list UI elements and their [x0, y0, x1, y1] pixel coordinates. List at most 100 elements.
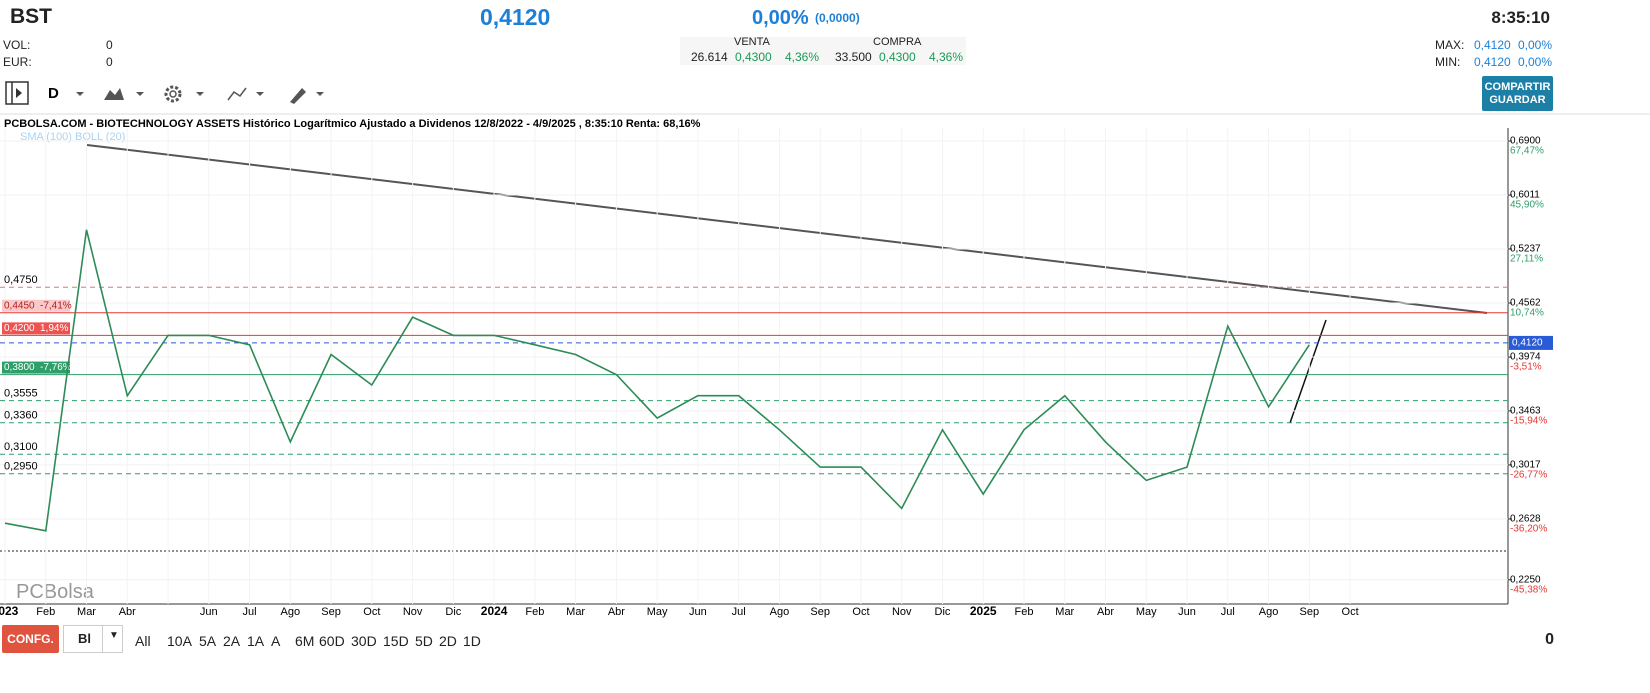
- y-tick-change: -45,38%: [1510, 584, 1547, 595]
- share-save-button[interactable]: COMPARTIR GUARDAR: [1482, 76, 1553, 111]
- level-change: -7,76%: [40, 362, 72, 373]
- vol-value: 0: [106, 38, 113, 52]
- change-pct: 0,00%: [752, 7, 809, 29]
- y-tick-label: 0,5237: [1510, 244, 1541, 255]
- period-select[interactable]: D: [48, 85, 59, 102]
- indicator-icon[interactable]: [227, 87, 247, 101]
- period-button[interactable]: All: [135, 633, 151, 649]
- min-pct: 0,00%: [1518, 55, 1553, 69]
- y-tick-change: -15,94%: [1510, 416, 1547, 427]
- compra-label: COMPRA: [873, 36, 922, 48]
- period-button[interactable]: 5D: [415, 633, 433, 649]
- x-tick-label: Nov: [403, 606, 423, 618]
- level-change: -7,41%: [40, 300, 72, 311]
- max-value: 0,4120: [1474, 38, 1511, 52]
- x-tick-label: Oct: [363, 606, 380, 618]
- x-tick-label: Mar: [77, 606, 96, 618]
- level-change: 1,94%: [40, 323, 68, 334]
- bid-ask-panel: [680, 37, 966, 65]
- period-button[interactable]: 5A: [199, 633, 217, 649]
- draw-icon[interactable]: [290, 88, 306, 104]
- x-tick-label: Sep: [810, 606, 830, 618]
- y-tick-change: 67,47%: [1510, 146, 1544, 157]
- vol-label: VOL:: [3, 38, 31, 52]
- compra-pct: 4,36%: [929, 50, 964, 64]
- panel-icon-arrow: [16, 88, 22, 98]
- price: 0,4120: [480, 4, 551, 30]
- venta-qty: 26.614: [691, 50, 728, 64]
- x-tick-label: Dic: [935, 606, 951, 618]
- max-label: MAX:: [1435, 38, 1465, 52]
- y-tick-label: 0,6900: [1510, 136, 1541, 147]
- venta-label: VENTA: [734, 36, 770, 48]
- venta-pct: 4,36%: [785, 50, 820, 64]
- x-tick-label: Abr: [119, 606, 136, 618]
- x-tick-label: Ago: [281, 606, 301, 618]
- x-tick-label: May: [1136, 606, 1157, 618]
- x-tick-label: Jun: [689, 606, 707, 618]
- y-tick-change: -3,51%: [1510, 362, 1542, 373]
- dropdown-arrows: [76, 92, 324, 96]
- y-tick-label: 0,3463: [1510, 406, 1541, 417]
- x-tick-label: Nov: [892, 606, 912, 618]
- x-tick-label: Ago: [770, 606, 790, 618]
- venta-price: 0,4300: [735, 50, 772, 64]
- settings-icon-core: [169, 90, 177, 98]
- chart-title: PCBOLSA.COM - BIOTECHNOLOGY ASSETS Histó…: [4, 118, 701, 130]
- eur-value: 0: [106, 55, 113, 69]
- period-button[interactable]: 10A: [167, 633, 192, 649]
- y-tick-label: 0,2250: [1510, 574, 1541, 585]
- x-tick-label: Feb: [525, 606, 544, 618]
- level-label: 0,4450: [4, 300, 35, 311]
- level-box: [2, 361, 70, 374]
- chart-type-icon[interactable]: [104, 88, 124, 100]
- current-price-box: [1509, 335, 1553, 350]
- x-tick-label: Mar: [566, 606, 585, 618]
- x-tick-label: Jun: [1178, 606, 1196, 618]
- x-tick-label: 2025: [970, 604, 997, 618]
- watermark: PCBolsa: [16, 581, 95, 603]
- x-tick-label: Mar: [1055, 606, 1074, 618]
- caret: ▼: [109, 630, 119, 641]
- level-label: 0,3100: [4, 441, 38, 453]
- settings-icon[interactable]: [164, 85, 182, 103]
- level-label: 0,3800: [4, 362, 35, 373]
- level-box: [2, 322, 70, 335]
- x-tick-label: Sep: [1300, 606, 1320, 618]
- period-button[interactable]: 60D: [319, 633, 345, 649]
- x-tick-label: Abr: [1097, 606, 1114, 618]
- compra-qty: 33.500: [835, 50, 872, 64]
- x-tick-label: Jul: [732, 606, 746, 618]
- period-button[interactable]: 30D: [351, 633, 377, 649]
- change-abs: (0,0000): [815, 11, 860, 25]
- x-tick-label: May: [647, 606, 668, 618]
- level-label: 0,3555: [4, 388, 38, 400]
- period-button[interactable]: 1D: [463, 633, 481, 649]
- period-button[interactable]: 1A: [247, 633, 265, 649]
- eur-label: EUR:: [3, 55, 32, 69]
- y-tick-label: 0,3974: [1510, 352, 1541, 363]
- y-tick-change: 45,90%: [1510, 200, 1544, 211]
- x-tick-label: Feb: [1015, 606, 1034, 618]
- x-tick-label: 2023: [0, 604, 19, 618]
- style-select[interactable]: Bl ▼: [63, 625, 123, 653]
- period-button[interactable]: 15D: [383, 633, 409, 649]
- x-tick-label: Jul: [1221, 606, 1235, 618]
- config-button[interactable]: CONFG.: [2, 625, 59, 653]
- level-label: 0,4750: [4, 274, 38, 286]
- x-tick-label: Oct: [1342, 606, 1359, 618]
- current-price-label: 0,4120: [1512, 338, 1543, 349]
- period-button[interactable]: 2D: [439, 633, 457, 649]
- level-box: [2, 299, 70, 312]
- panel-toggle[interactable]: [5, 81, 29, 105]
- y-tick-label: 0,3017: [1510, 460, 1541, 471]
- x-tick-label: Feb: [36, 606, 55, 618]
- period-button[interactable]: A: [271, 633, 281, 649]
- y-tick-change: -36,20%: [1510, 524, 1547, 535]
- x-tick-label: Ago: [1259, 606, 1279, 618]
- period-button[interactable]: 2A: [223, 633, 241, 649]
- period-button[interactable]: 6M: [295, 633, 315, 649]
- indicator-legend: SMA (100) BOLL (20): [20, 131, 125, 143]
- level-label: 0,4200: [4, 323, 35, 334]
